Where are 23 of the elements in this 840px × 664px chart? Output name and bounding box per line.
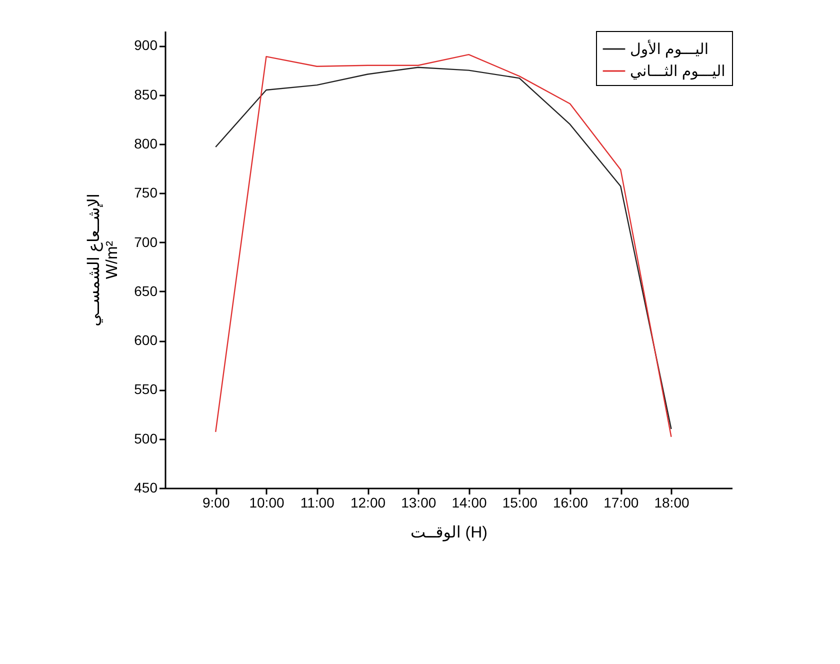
x-tick-label: 10:00 — [249, 494, 284, 510]
legend-label: اليـــوم الأول — [630, 39, 709, 58]
y-tick-label: 750 — [134, 184, 158, 201]
x-tick-label: 13:00 — [401, 494, 436, 510]
x-tick-label: 17:00 — [604, 494, 639, 510]
y-tick-label: 550 — [134, 381, 158, 398]
legend-label: اليـــوم الثـــاني — [630, 63, 726, 80]
x-tick-label: 9:00 — [202, 494, 230, 510]
x-axis-title: الوقــت (H) — [410, 524, 488, 542]
y-tick-label: 900 — [134, 37, 158, 54]
y-tick-label: 700 — [134, 234, 158, 250]
x-tick-label: 14:00 — [452, 494, 487, 510]
y-tick-label: 650 — [134, 282, 158, 299]
x-tick-label: 11:00 — [300, 494, 335, 510]
x-tick-label: 16:00 — [552, 494, 588, 510]
x-tick-label: 18:00 — [654, 494, 690, 510]
y-tick-label: 850 — [134, 86, 158, 102]
y-tick-label: 450 — [134, 480, 158, 496]
x-tick-label: 12:00 — [350, 494, 386, 510]
y-tick-label: 800 — [134, 136, 158, 152]
y-tick-label: 500 — [134, 430, 158, 446]
y-tick-label: 600 — [134, 332, 158, 348]
x-tick-label: 15:00 — [502, 494, 538, 510]
